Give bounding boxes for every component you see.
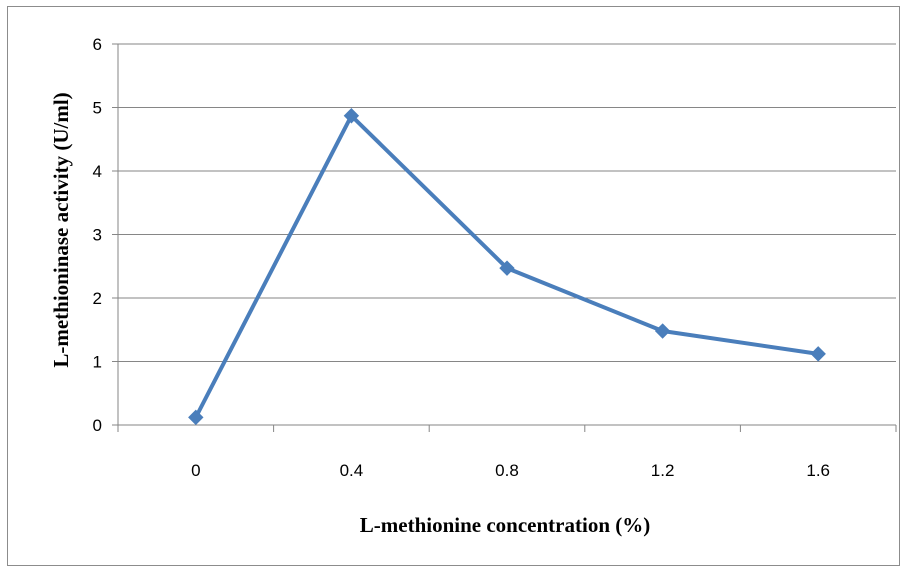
- data-point-marker: [343, 108, 360, 124]
- x-tick-labels: 0 0.4 0.8 1.2 1.6: [191, 461, 830, 480]
- y-tick-label: 0: [93, 416, 102, 435]
- y-tick-label: 3: [93, 226, 102, 245]
- y-tick-labels: 0 1 2 3 4 5 6: [93, 35, 102, 435]
- data-point-marker: [499, 260, 515, 276]
- y-tick-label: 6: [93, 35, 102, 54]
- y-tick-label: 4: [93, 162, 102, 181]
- x-tick-label: 0.4: [340, 461, 364, 480]
- y-tick-label: 5: [93, 99, 102, 118]
- data-point-marker: [654, 323, 671, 339]
- x-tick-label: 1.6: [806, 461, 830, 480]
- chart-frame: [7, 6, 900, 566]
- data-point-marker: [188, 409, 204, 426]
- x-tick-label: 0.8: [495, 461, 519, 480]
- gridlines: [118, 43, 896, 362]
- y-axis-title: L-methioninase activity (U/ml): [49, 92, 73, 367]
- x-tick-label: 1.2: [651, 461, 675, 480]
- x-axis-title: L-methionine concentration (%): [360, 513, 650, 537]
- axes: [112, 43, 897, 432]
- x-tick-label: 0: [191, 461, 200, 480]
- series-group: [188, 108, 826, 426]
- y-tick-label: 2: [93, 289, 102, 308]
- data-point-marker: [810, 346, 826, 362]
- y-tick-label: 1: [93, 353, 102, 372]
